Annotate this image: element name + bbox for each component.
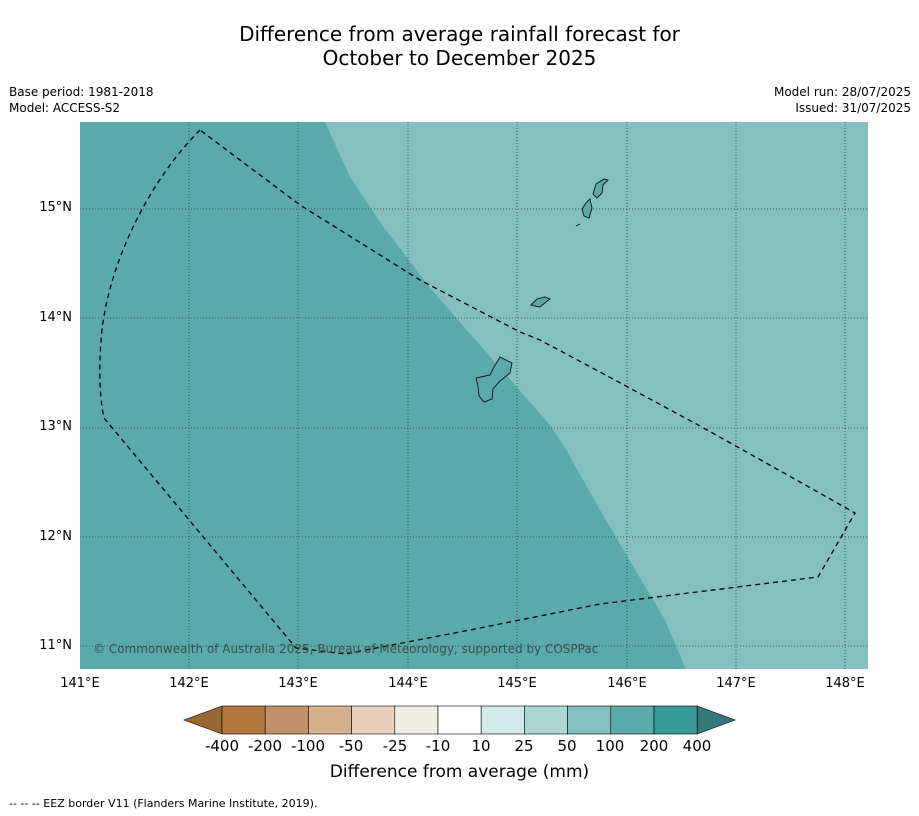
- colorbar-segment: [351, 705, 396, 735]
- tinian-island: [581, 198, 593, 219]
- lat-tick-14: 14°N: [39, 310, 72, 325]
- cb-label-8: 50: [557, 737, 577, 755]
- colorbar-arrow-low: [183, 705, 223, 735]
- title-line-1: Difference from average rainfall forecas…: [239, 22, 680, 46]
- title-line-2: October to December 2025: [322, 46, 597, 70]
- rota-island: [530, 296, 551, 308]
- grid-lines: [80, 122, 868, 669]
- region-200-400: [80, 122, 686, 669]
- saipan-island: [592, 178, 609, 199]
- cb-label-11: 400: [682, 737, 712, 755]
- aguijan-islet: [575, 223, 581, 227]
- cb-label-5: -10: [425, 737, 451, 755]
- colorbar-segment: [653, 705, 698, 735]
- lat-tick-13: 13°N: [39, 419, 72, 434]
- colorbar-segment: [610, 705, 655, 735]
- guam-island: [475, 356, 513, 403]
- cb-label-2: -100: [290, 737, 326, 755]
- model-name: Model: ACCESS-S2: [9, 101, 121, 115]
- colorbar: [183, 705, 737, 735]
- colorbar-title: Difference from average (mm): [329, 762, 590, 782]
- lat-tick-11: 11°N: [39, 638, 72, 653]
- colorbar-segment: [264, 705, 309, 735]
- cb-label-4: -25: [382, 737, 408, 755]
- cb-label-9: 100: [595, 737, 625, 755]
- colorbar-segment: [567, 705, 612, 735]
- cb-label-1: -200: [247, 737, 283, 755]
- lon-tick-141: 141°E: [60, 676, 100, 691]
- colorbar-arrow-high: [696, 705, 737, 735]
- lon-tick-142: 142°E: [169, 676, 209, 691]
- cb-label-3: -50: [338, 737, 364, 755]
- lon-tick-143: 143°E: [278, 676, 318, 691]
- lon-tick-145: 145°E: [497, 676, 537, 691]
- base-period: Base period: 1981-2018: [9, 85, 154, 99]
- lon-tick-148: 148°E: [825, 676, 865, 691]
- cb-label-6: 10: [471, 737, 491, 755]
- chart-title: Difference from average rainfall forecas…: [0, 22, 919, 70]
- lon-tick-147: 147°E: [716, 676, 756, 691]
- islands: [475, 178, 609, 403]
- lon-tick-144: 144°E: [388, 676, 428, 691]
- issued-date: Issued: 31/07/2025: [795, 101, 911, 115]
- lon-tick-146: 146°E: [607, 676, 647, 691]
- colorbar-segment: [437, 705, 482, 735]
- lat-tick-12: 12°N: [39, 529, 72, 544]
- meta-left: Base period: 1981-2018 Model: ACCESS-S2: [9, 84, 154, 116]
- model-run: Model run: 28/07/2025: [773, 85, 911, 99]
- colorbar-segment: [480, 705, 525, 735]
- colorbar-segment: [221, 705, 266, 735]
- colorbar-segment: [308, 705, 352, 735]
- cb-label-10: 200: [639, 737, 669, 755]
- meta-right: Model run: 28/07/2025 Issued: 31/07/2025: [774, 84, 911, 116]
- colorbar-segment: [394, 705, 439, 735]
- map-area: [80, 122, 868, 669]
- lat-tick-15: 15°N: [39, 200, 72, 215]
- copyright-notice: © Commonwealth of Australia 2025, Bureau…: [93, 642, 599, 656]
- colorbar-segment: [524, 705, 568, 735]
- cb-label-0: -400: [204, 737, 240, 755]
- eez-legend-note: -- -- -- EEZ border V11 (Flanders Marine…: [9, 797, 318, 810]
- cb-label-7: 25: [514, 737, 534, 755]
